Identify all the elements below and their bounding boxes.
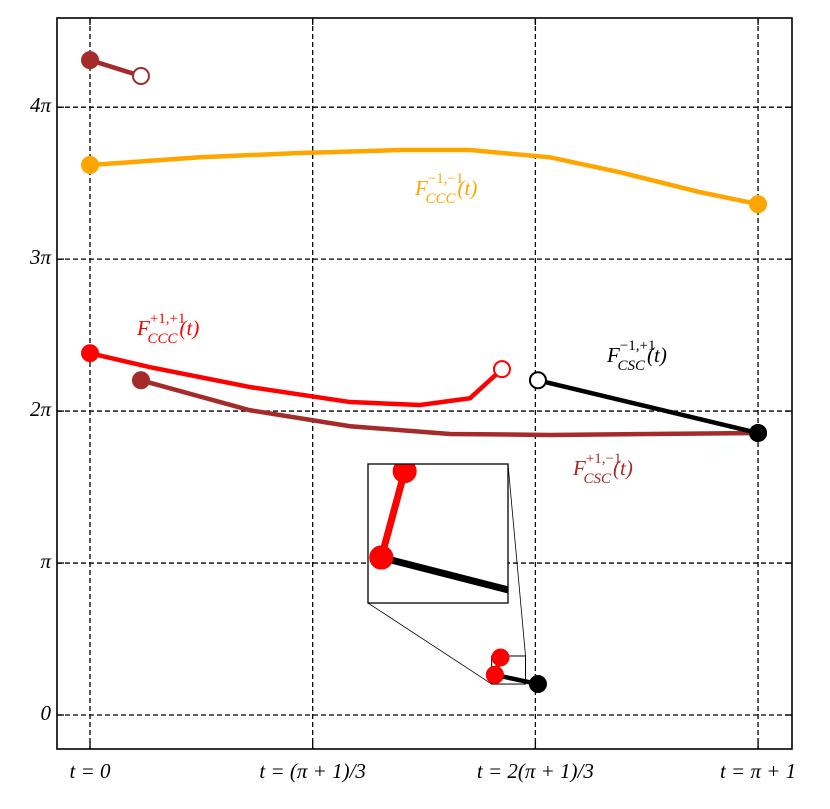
endpoint-marker: [492, 360, 511, 379]
inset: [369, 464, 570, 614]
y-tick-label: 3π: [29, 245, 52, 269]
endpoint-marker: [81, 156, 100, 175]
annotation-arg: (t): [180, 316, 200, 340]
annotation-sub: CSC: [584, 471, 613, 487]
annotation-arg: (t): [647, 343, 667, 367]
series-line: [87, 350, 505, 408]
x-tick-label: t = (π + 1)/3: [259, 759, 366, 783]
y-tick-label: π: [40, 549, 51, 573]
y-tick-label: 0: [41, 701, 52, 725]
x-tick-label: t = π + 1: [720, 759, 796, 783]
endpoint-marker: [528, 675, 547, 694]
annotation-sup: +1,+1: [150, 311, 186, 327]
endpoint-marker: [548, 592, 570, 614]
annotation-sup: −1,+1: [620, 338, 656, 354]
series-annotation: F−1,+1 CSC(t): [606, 338, 667, 374]
endpoint-marker: [369, 545, 394, 570]
series-line: [138, 378, 761, 438]
endpoint-marker: [491, 648, 510, 667]
endpoint-marker: [81, 344, 100, 363]
annotation-base: F: [572, 456, 586, 480]
series-annotation: F+1,+1 CCC(t): [136, 311, 199, 347]
annotation-base: F: [414, 176, 428, 200]
annotation-sup: −1,−1: [428, 171, 464, 187]
annotation-sup: +1,−1: [586, 451, 622, 467]
y-tick-label: 2π: [30, 397, 52, 421]
annotation-sub: CSC: [618, 358, 647, 374]
endpoint-marker: [81, 51, 100, 70]
y-tick-label: 4π: [30, 93, 52, 117]
x-tick-label: t = 0: [69, 759, 111, 783]
endpoint-marker: [131, 67, 150, 86]
endpoint-marker: [131, 371, 150, 390]
annotation-base: F: [136, 316, 150, 340]
series-annotation: F−1,−1 CCC(t): [414, 171, 477, 207]
series-line: [377, 553, 508, 594]
endpoint-marker: [749, 195, 768, 214]
inset-frame: [367, 463, 509, 604]
series-line: [87, 147, 761, 207]
annotation-sub: CCC: [148, 331, 179, 347]
annotation-base: F: [606, 343, 620, 367]
plot-frame: [56, 17, 793, 750]
series-annotation: F+1,−1 CSC(t): [572, 451, 633, 487]
x-tick-label: t = 2(π + 1)/3: [477, 759, 594, 783]
annotation-arg: (t): [458, 176, 478, 200]
zoom-connector: [367, 602, 492, 685]
endpoint-marker: [749, 424, 768, 443]
zoom-connector: [507, 463, 526, 657]
annotation-arg: (t): [613, 456, 633, 480]
endpoint-marker: [485, 665, 504, 684]
series-line: [535, 378, 761, 436]
endpoint-marker: [528, 371, 547, 390]
endpoint-marker: [392, 464, 417, 484]
annotation-sub: CCC: [426, 191, 457, 207]
series-line: [377, 467, 409, 561]
